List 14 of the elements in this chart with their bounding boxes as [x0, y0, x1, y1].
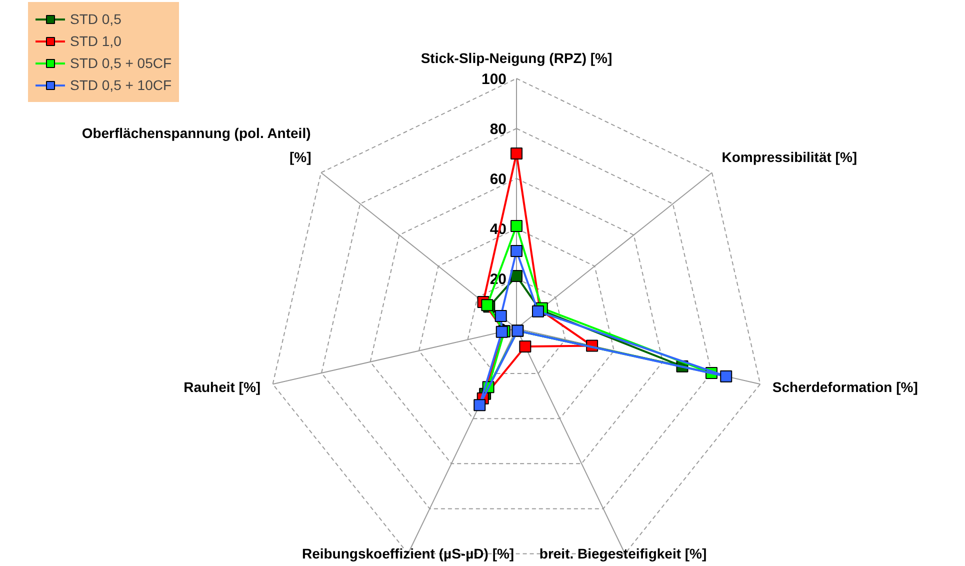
- spoke-label: Rauheit [%]: [184, 378, 261, 395]
- spoke-label: Kompressibilität [%]: [722, 148, 858, 165]
- spoke-label: Reibungskoeffizient (µS-µD) [%]: [302, 546, 514, 562]
- spoke-label: Oberflächenspannung (pol. Anteil) [%]: [82, 124, 312, 165]
- legend-label: STD 0,5: [70, 10, 122, 28]
- y-tick-label: 60: [490, 171, 507, 188]
- legend-label: STD 1,0: [70, 32, 122, 50]
- y-tick-label: 80: [490, 121, 507, 138]
- spoke-label: Scherdeformation [%]: [772, 378, 918, 395]
- legend-label: STD 0,5 + 05CF: [70, 54, 172, 72]
- y-tick-label: 100: [481, 71, 507, 88]
- spoke-label: Stick-Slip-Neigung (RPZ) [%]: [420, 50, 612, 66]
- legend-label: STD 0,5 + 10CF: [70, 76, 172, 94]
- spoke-label: breit. Biegesteifigkeit [%]: [539, 546, 707, 562]
